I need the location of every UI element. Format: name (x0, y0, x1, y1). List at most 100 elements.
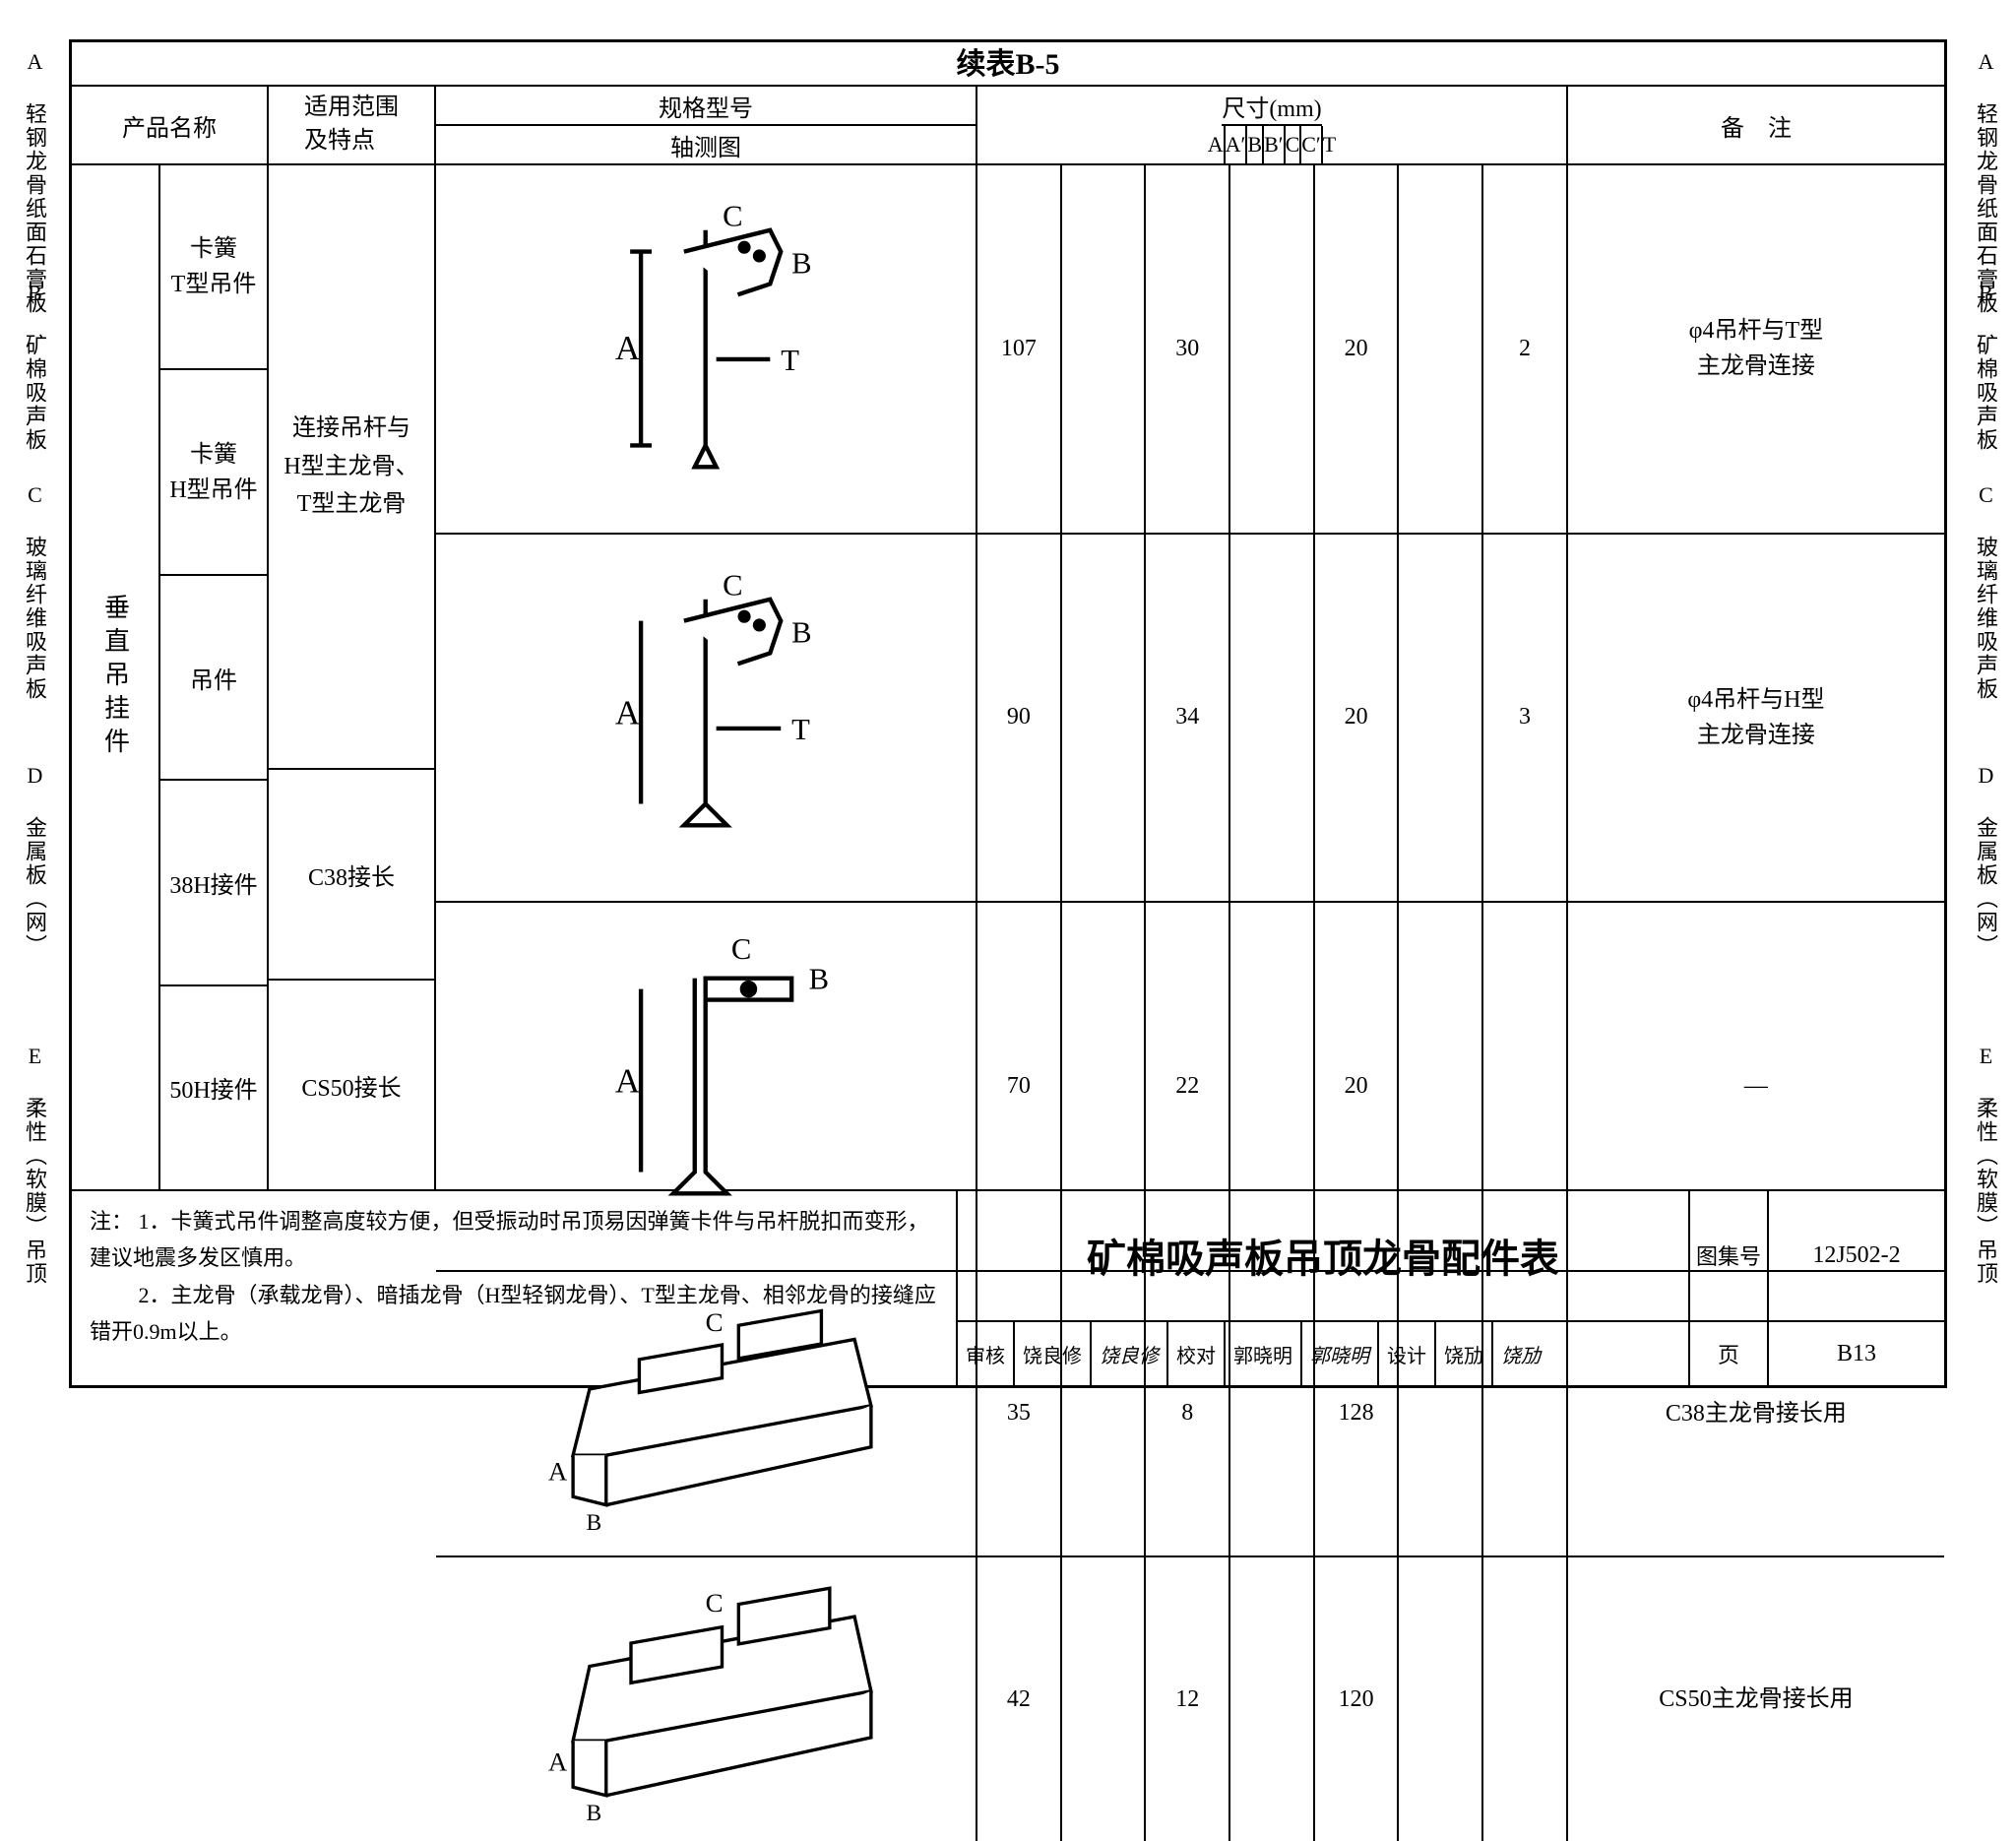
table-row: A C B T 90 34 20 (436, 535, 1944, 904)
side-tab-b-right: B 矿棉吸声板 (1969, 281, 1998, 452)
sig-role-2: 设计 (1379, 1322, 1436, 1386)
table-body: 垂直吊挂件 卡簧 T型吊件 卡簧 H型吊件 吊件 38H接件 50H接件 连接吊… (72, 165, 1944, 1189)
header-dim-B: B (1247, 126, 1264, 163)
svg-text:B: B (809, 963, 829, 996)
header-product: 产品名称 (72, 87, 269, 163)
sig-sign-0: 饶良修 (1092, 1322, 1168, 1386)
row4-remark: CS50主龙骨接长用 (1568, 1557, 1944, 1841)
sig-name-2: 饶劢 (1436, 1322, 1493, 1386)
row4-B: 12 (1146, 1557, 1230, 1841)
side-tab-d-left: D 金属板（网） (18, 763, 47, 958)
footer: 注： 1．卡簧式吊件调整高度较方便，但受振动时吊顶易因弹簧卡件与吊杆脱扣而变形，… (72, 1189, 1944, 1386)
doc-info: 图集号 12J502-2 (1688, 1191, 1944, 1320)
header-dim-T: T (1323, 126, 1336, 163)
svg-text:A: A (615, 693, 641, 731)
hanger-icon: A C B T (490, 556, 920, 879)
row0-C: 20 (1315, 165, 1400, 533)
notes-prefix: 注： (90, 1209, 133, 1234)
svg-text:T: T (791, 713, 810, 746)
side-tab-b-left: B 矿棉吸声板 (18, 281, 47, 452)
row4-diagram: C A B (436, 1557, 977, 1841)
row2-name: 吊件 (160, 576, 267, 781)
hanger-icon: A C B T (490, 187, 920, 510)
svg-text:C: C (706, 1588, 724, 1618)
svg-text:B: B (791, 615, 811, 649)
side-tab-a-right: A 轻钢龙骨纸面石膏板 (1969, 49, 1998, 315)
row4-Bp (1230, 1557, 1315, 1841)
sig-sign-2: 饶劢 (1493, 1322, 1548, 1386)
row0-Ap (1062, 165, 1147, 533)
group-label: 垂直吊挂件 (72, 165, 160, 1189)
notes: 注： 1．卡簧式吊件调整高度较方便，但受振动时吊顶易因弹簧卡件与吊杆脱扣而变形，… (72, 1191, 958, 1386)
row0-A: 107 (977, 165, 1062, 533)
side-tab-c-right: C 玻璃纤维吸声板 (1969, 482, 1998, 701)
header-spec-top: 规格型号 (436, 87, 976, 126)
row1-A: 90 (977, 535, 1062, 902)
side-tab-d-right: D 金属板（网） (1969, 763, 1998, 958)
row4-C: 120 (1315, 1557, 1400, 1841)
header-spec-sub: 轴测图 (436, 126, 976, 163)
header-dims: 尺寸(mm) A A′ B B′ C C′ T (977, 87, 1568, 163)
sig-name-0: 饶良修 (1015, 1322, 1092, 1386)
table-row: A C B T 107 30 20 (436, 165, 1944, 535)
svg-text:B: B (587, 1509, 602, 1535)
row0-Bp (1230, 165, 1315, 533)
sig-name-1: 郭晓明 (1226, 1322, 1302, 1386)
doc-no: 12J502-2 (1769, 1191, 1944, 1320)
row4-Cp (1399, 1557, 1483, 1841)
header-dim-Bp: B′ (1264, 126, 1286, 163)
svg-text:A: A (548, 1456, 568, 1486)
page-no: B13 (1769, 1322, 1944, 1386)
row4-T (1483, 1557, 1568, 1841)
side-tab-a-left: A 轻钢龙骨纸面石膏板 (18, 49, 47, 315)
header-spec: 规格型号 轴测图 (436, 87, 977, 163)
row1-C: 20 (1315, 535, 1400, 902)
svg-text:A: A (548, 1746, 568, 1776)
table-title: 续表B-5 (72, 42, 1944, 87)
header-dims-title: 尺寸(mm) (1222, 87, 1321, 126)
side-tab-e-right: E 柔性（软膜）吊顶 (1969, 1044, 1998, 1286)
row1-name: 卡簧 H型吊件 (160, 370, 267, 575)
header-scope: 适用范围 及特点 (269, 87, 436, 163)
side-tab-c-left: C 玻璃纤维吸声板 (18, 482, 47, 701)
svg-text:C: C (723, 200, 742, 233)
row1-Bp (1230, 535, 1315, 902)
header-dim-Cp: C′ (1301, 126, 1323, 163)
sig-role-0: 审核 (958, 1322, 1015, 1386)
row1-Ap (1062, 535, 1147, 902)
main-frame: 续表B-5 产品名称 适用范围 及特点 规格型号 轴测图 尺寸(mm) A A′… (69, 39, 1947, 1388)
row1-remark: φ4吊杆与H型 主龙骨连接 (1568, 535, 1944, 902)
note-1: 1．卡簧式吊件调整高度较方便，但受振动时吊顶易因弹簧卡件与吊杆脱扣而变形，建议地… (90, 1209, 929, 1270)
row0-Cp (1399, 165, 1483, 533)
header-dim-C: C (1286, 126, 1302, 163)
header-row: 产品名称 适用范围 及特点 规格型号 轴测图 尺寸(mm) A A′ B B′ … (72, 87, 1944, 165)
row4-name: 50H接件 (160, 986, 267, 1189)
row1-Cp (1399, 535, 1483, 902)
page-label: 页 (1690, 1322, 1769, 1386)
svg-text:A: A (615, 1062, 641, 1101)
svg-text:B: B (791, 247, 811, 281)
connector-icon: C A B (490, 1575, 920, 1823)
sig-role-1: 校对 (1168, 1322, 1226, 1386)
svg-text:A: A (615, 329, 641, 367)
row3-scope: C38接长 (269, 770, 434, 981)
doc-no-label: 图集号 (1690, 1191, 1769, 1320)
sig-sign-1: 郭晓明 (1302, 1322, 1379, 1386)
row1-T: 3 (1483, 535, 1568, 902)
row0-name: 卡簧 T型吊件 (160, 165, 267, 370)
svg-text:B: B (587, 1801, 602, 1823)
row0-B: 30 (1146, 165, 1230, 533)
row1-diagram: A C B T (436, 535, 977, 902)
header-dim-Ap: A′ (1226, 126, 1248, 163)
svg-text:C: C (731, 932, 751, 966)
note-2: 2．主龙骨（承载龙骨）、暗插龙骨（H型轻钢龙骨）、T型主龙骨、相邻龙骨的接缝应错… (90, 1283, 936, 1344)
side-tab-e-left: E 柔性（软膜）吊顶 (18, 1044, 47, 1286)
svg-text:C: C (723, 568, 742, 602)
scope-merged: 连接吊杆与 H型主龙骨、 T型主龙骨 (269, 165, 434, 770)
row0-diagram: A C B T (436, 165, 977, 533)
svg-text:T: T (782, 344, 800, 377)
row0-T: 2 (1483, 165, 1568, 533)
row1-B: 34 (1146, 535, 1230, 902)
row4-Ap (1062, 1557, 1147, 1841)
table-row: C A B 42 12 120 CS50主龙骨接 (436, 1557, 1944, 1841)
